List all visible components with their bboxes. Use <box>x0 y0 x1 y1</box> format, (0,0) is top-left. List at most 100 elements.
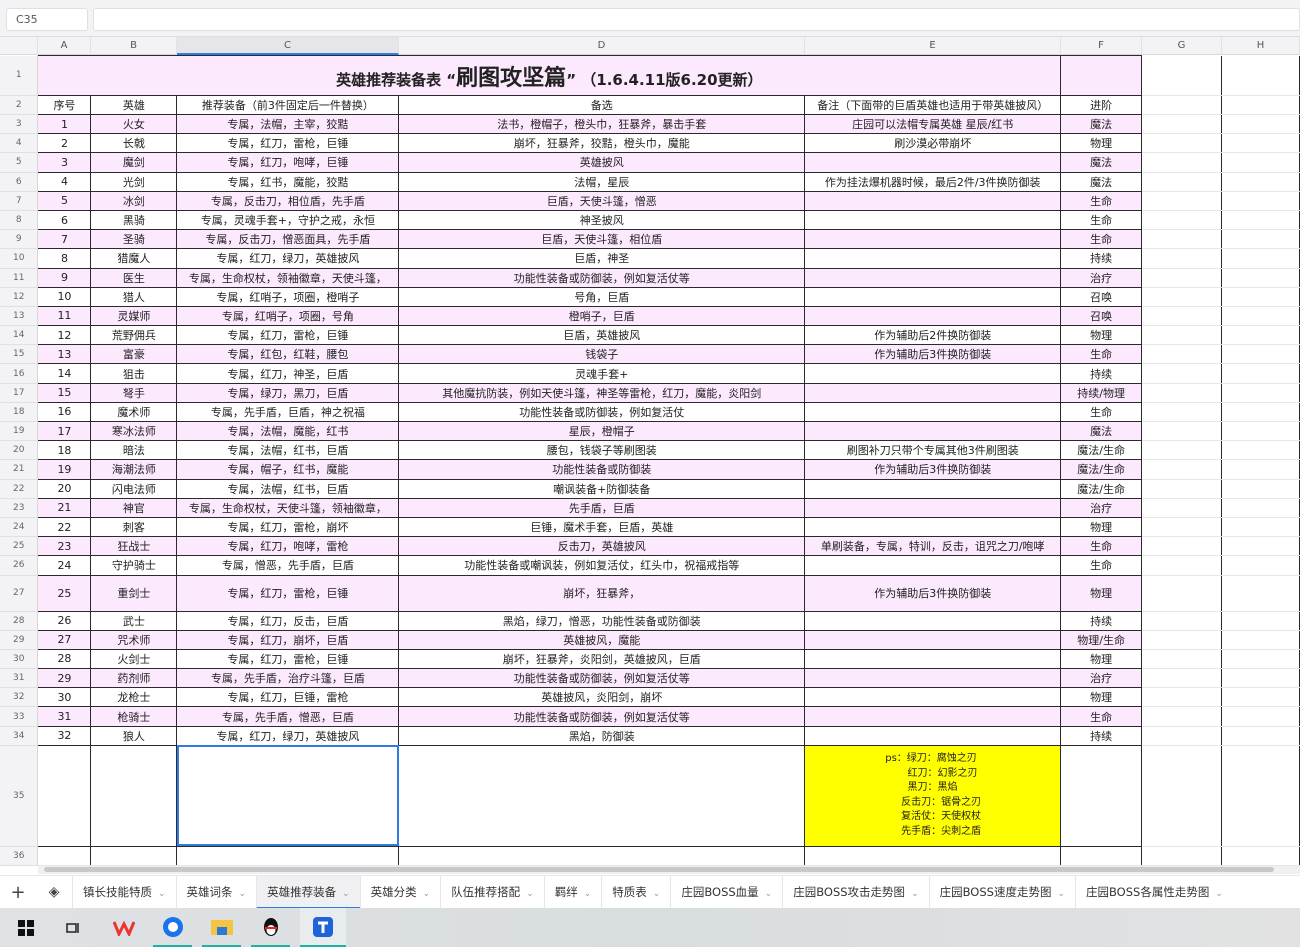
cell[interactable]: 11 <box>37 305 92 327</box>
row-header[interactable]: 27 <box>0 575 39 612</box>
row-header[interactable]: 11 <box>0 268 39 288</box>
cell[interactable] <box>804 267 1062 288</box>
cell[interactable]: 13 <box>37 344 92 365</box>
cell[interactable] <box>1221 575 1300 612</box>
row-header[interactable]: 34 <box>0 726 39 746</box>
cell[interactable] <box>37 744 92 847</box>
cell[interactable]: 荒野佣兵 <box>90 325 178 346</box>
cell[interactable]: 专属，红刀，雷枪，巨锤 <box>176 133 400 154</box>
cell[interactable] <box>1221 95 1300 115</box>
cell[interactable]: 星辰，橙帽子 <box>398 420 806 442</box>
cell[interactable] <box>1221 846 1300 866</box>
row-header[interactable]: 20 <box>0 440 39 461</box>
cell[interactable] <box>804 648 1062 670</box>
cell[interactable] <box>1221 133 1300 154</box>
cell[interactable] <box>1141 363 1223 384</box>
cell[interactable] <box>1141 668 1223 689</box>
cell[interactable] <box>1141 344 1223 365</box>
cell[interactable] <box>804 846 1062 866</box>
cell[interactable]: 暗法 <box>90 440 178 461</box>
cell[interactable] <box>804 229 1062 250</box>
cell[interactable] <box>1221 536 1300 557</box>
cell[interactable] <box>804 555 1062 576</box>
cell[interactable]: 治疗 <box>1060 497 1143 518</box>
cell[interactable]: 召唤 <box>1060 305 1143 327</box>
cell[interactable]: 功能性装备或防御装，例如复活仗等 <box>398 267 806 288</box>
cell[interactable] <box>1141 649 1223 670</box>
sheet-tab[interactable]: 特质表 ⌄ <box>601 875 670 909</box>
row-header[interactable]: 36 <box>0 846 39 866</box>
cell[interactable]: 专属，红书，魔能，狡黠 <box>176 171 400 192</box>
cell[interactable] <box>804 152 1062 173</box>
sheet-tab[interactable]: 英雄分类 ⌄ <box>359 875 441 909</box>
cell[interactable] <box>1141 383 1223 403</box>
cell[interactable]: 火女 <box>90 113 178 135</box>
cell[interactable] <box>37 846 92 866</box>
cell[interactable]: 5 <box>37 190 92 211</box>
cell[interactable] <box>1221 498 1300 518</box>
cell[interactable] <box>90 744 178 847</box>
row-header[interactable]: 7 <box>0 191 39 211</box>
cell[interactable]: 专属，红哨子，项圈，橙哨子 <box>176 286 400 307</box>
cell[interactable]: 物理 <box>1060 648 1143 670</box>
cell[interactable]: 专属，法帽，主宰，狡黠 <box>176 113 400 135</box>
cell[interactable] <box>1141 630 1223 650</box>
column-title[interactable]: 进阶 <box>1060 95 1143 115</box>
cell[interactable]: 作为辅助后3件换防御装 <box>804 344 1062 365</box>
cell[interactable] <box>90 846 178 866</box>
cell[interactable]: 先手盾，巨盾 <box>398 497 806 518</box>
cell[interactable] <box>1221 229 1300 250</box>
cell[interactable] <box>1221 191 1300 211</box>
cell[interactable]: 32 <box>37 725 92 746</box>
cell[interactable]: 专属，生命权杖，天使斗篷，领袖徽章， <box>176 497 400 518</box>
cell[interactable]: 12 <box>37 325 92 346</box>
row-header[interactable]: 9 <box>0 229 39 250</box>
column-title[interactable]: 备选 <box>398 95 806 115</box>
row-header[interactable]: 4 <box>0 133 39 154</box>
sheet-tab[interactable]: 队伍推荐搭配 ⌄ <box>440 875 544 909</box>
cell[interactable]: 闪电法师 <box>90 478 178 499</box>
cell[interactable]: 崩坏，狂暴斧，狡黠，橙头巾，魔能 <box>398 133 806 154</box>
cell[interactable] <box>1221 630 1300 650</box>
cell[interactable]: 魔法/生命 <box>1060 478 1143 499</box>
cell[interactable]: 黑骑 <box>90 209 178 231</box>
cell[interactable]: 专属，红哨子，项圈，号角 <box>176 305 400 327</box>
cell[interactable]: 专属，红刀，雷枪，巨锤 <box>176 574 400 612</box>
selected-cell[interactable] <box>176 744 400 847</box>
cell[interactable]: 功能性装备或防御装，例如复活仗等 <box>398 668 806 689</box>
sheet-tab[interactable]: 羁绊 ⌄ <box>543 875 602 909</box>
cell[interactable] <box>1141 114 1223 135</box>
row-header[interactable]: 19 <box>0 421 39 442</box>
cell[interactable]: 29 <box>37 668 92 689</box>
cell[interactable]: 嘲讽装备+防御装备 <box>398 478 806 499</box>
cell[interactable]: 长戟 <box>90 133 178 154</box>
cell[interactable] <box>1221 706 1300 727</box>
cell[interactable]: 黑焰，防御装 <box>398 725 806 746</box>
row-header[interactable]: 5 <box>0 152 39 173</box>
cell[interactable]: 持续 <box>1060 725 1143 746</box>
cell[interactable]: 庄园可以法帽专属英雄 星辰/红书 <box>804 113 1062 135</box>
file-explorer-icon[interactable] <box>202 908 241 947</box>
cell[interactable] <box>1141 402 1223 423</box>
cell[interactable] <box>804 401 1062 423</box>
cell[interactable]: 专属，法帽，红书，巨盾 <box>176 440 400 461</box>
row-header[interactable]: 25 <box>0 536 39 557</box>
column-header-h[interactable]: H <box>1222 37 1300 55</box>
cell[interactable]: 狼人 <box>90 725 178 746</box>
row-header[interactable]: 15 <box>0 344 39 365</box>
cell[interactable]: 25 <box>37 574 92 612</box>
cell[interactable] <box>804 610 1062 631</box>
cell[interactable]: 腰包，钱袋子等刷图装 <box>398 440 806 461</box>
cell[interactable]: 功能性装备或防御装，例如复活仗 <box>398 401 806 423</box>
cell[interactable]: 弩手 <box>90 382 178 403</box>
cell[interactable]: 专属，红刀，崩坏，巨盾 <box>176 629 400 650</box>
cell[interactable] <box>1141 229 1223 250</box>
cell[interactable]: 物理 <box>1060 325 1143 346</box>
cell[interactable]: 30 <box>37 687 92 708</box>
cell[interactable]: 专属，红包，红鞋，腰包 <box>176 344 400 365</box>
chevron-down-icon[interactable]: ⌄ <box>911 888 919 899</box>
cell[interactable] <box>1221 172 1300 192</box>
row-header[interactable]: 23 <box>0 498 39 518</box>
cell[interactable]: 生命 <box>1060 536 1143 557</box>
chevron-down-icon[interactable]: ⌄ <box>583 888 592 899</box>
